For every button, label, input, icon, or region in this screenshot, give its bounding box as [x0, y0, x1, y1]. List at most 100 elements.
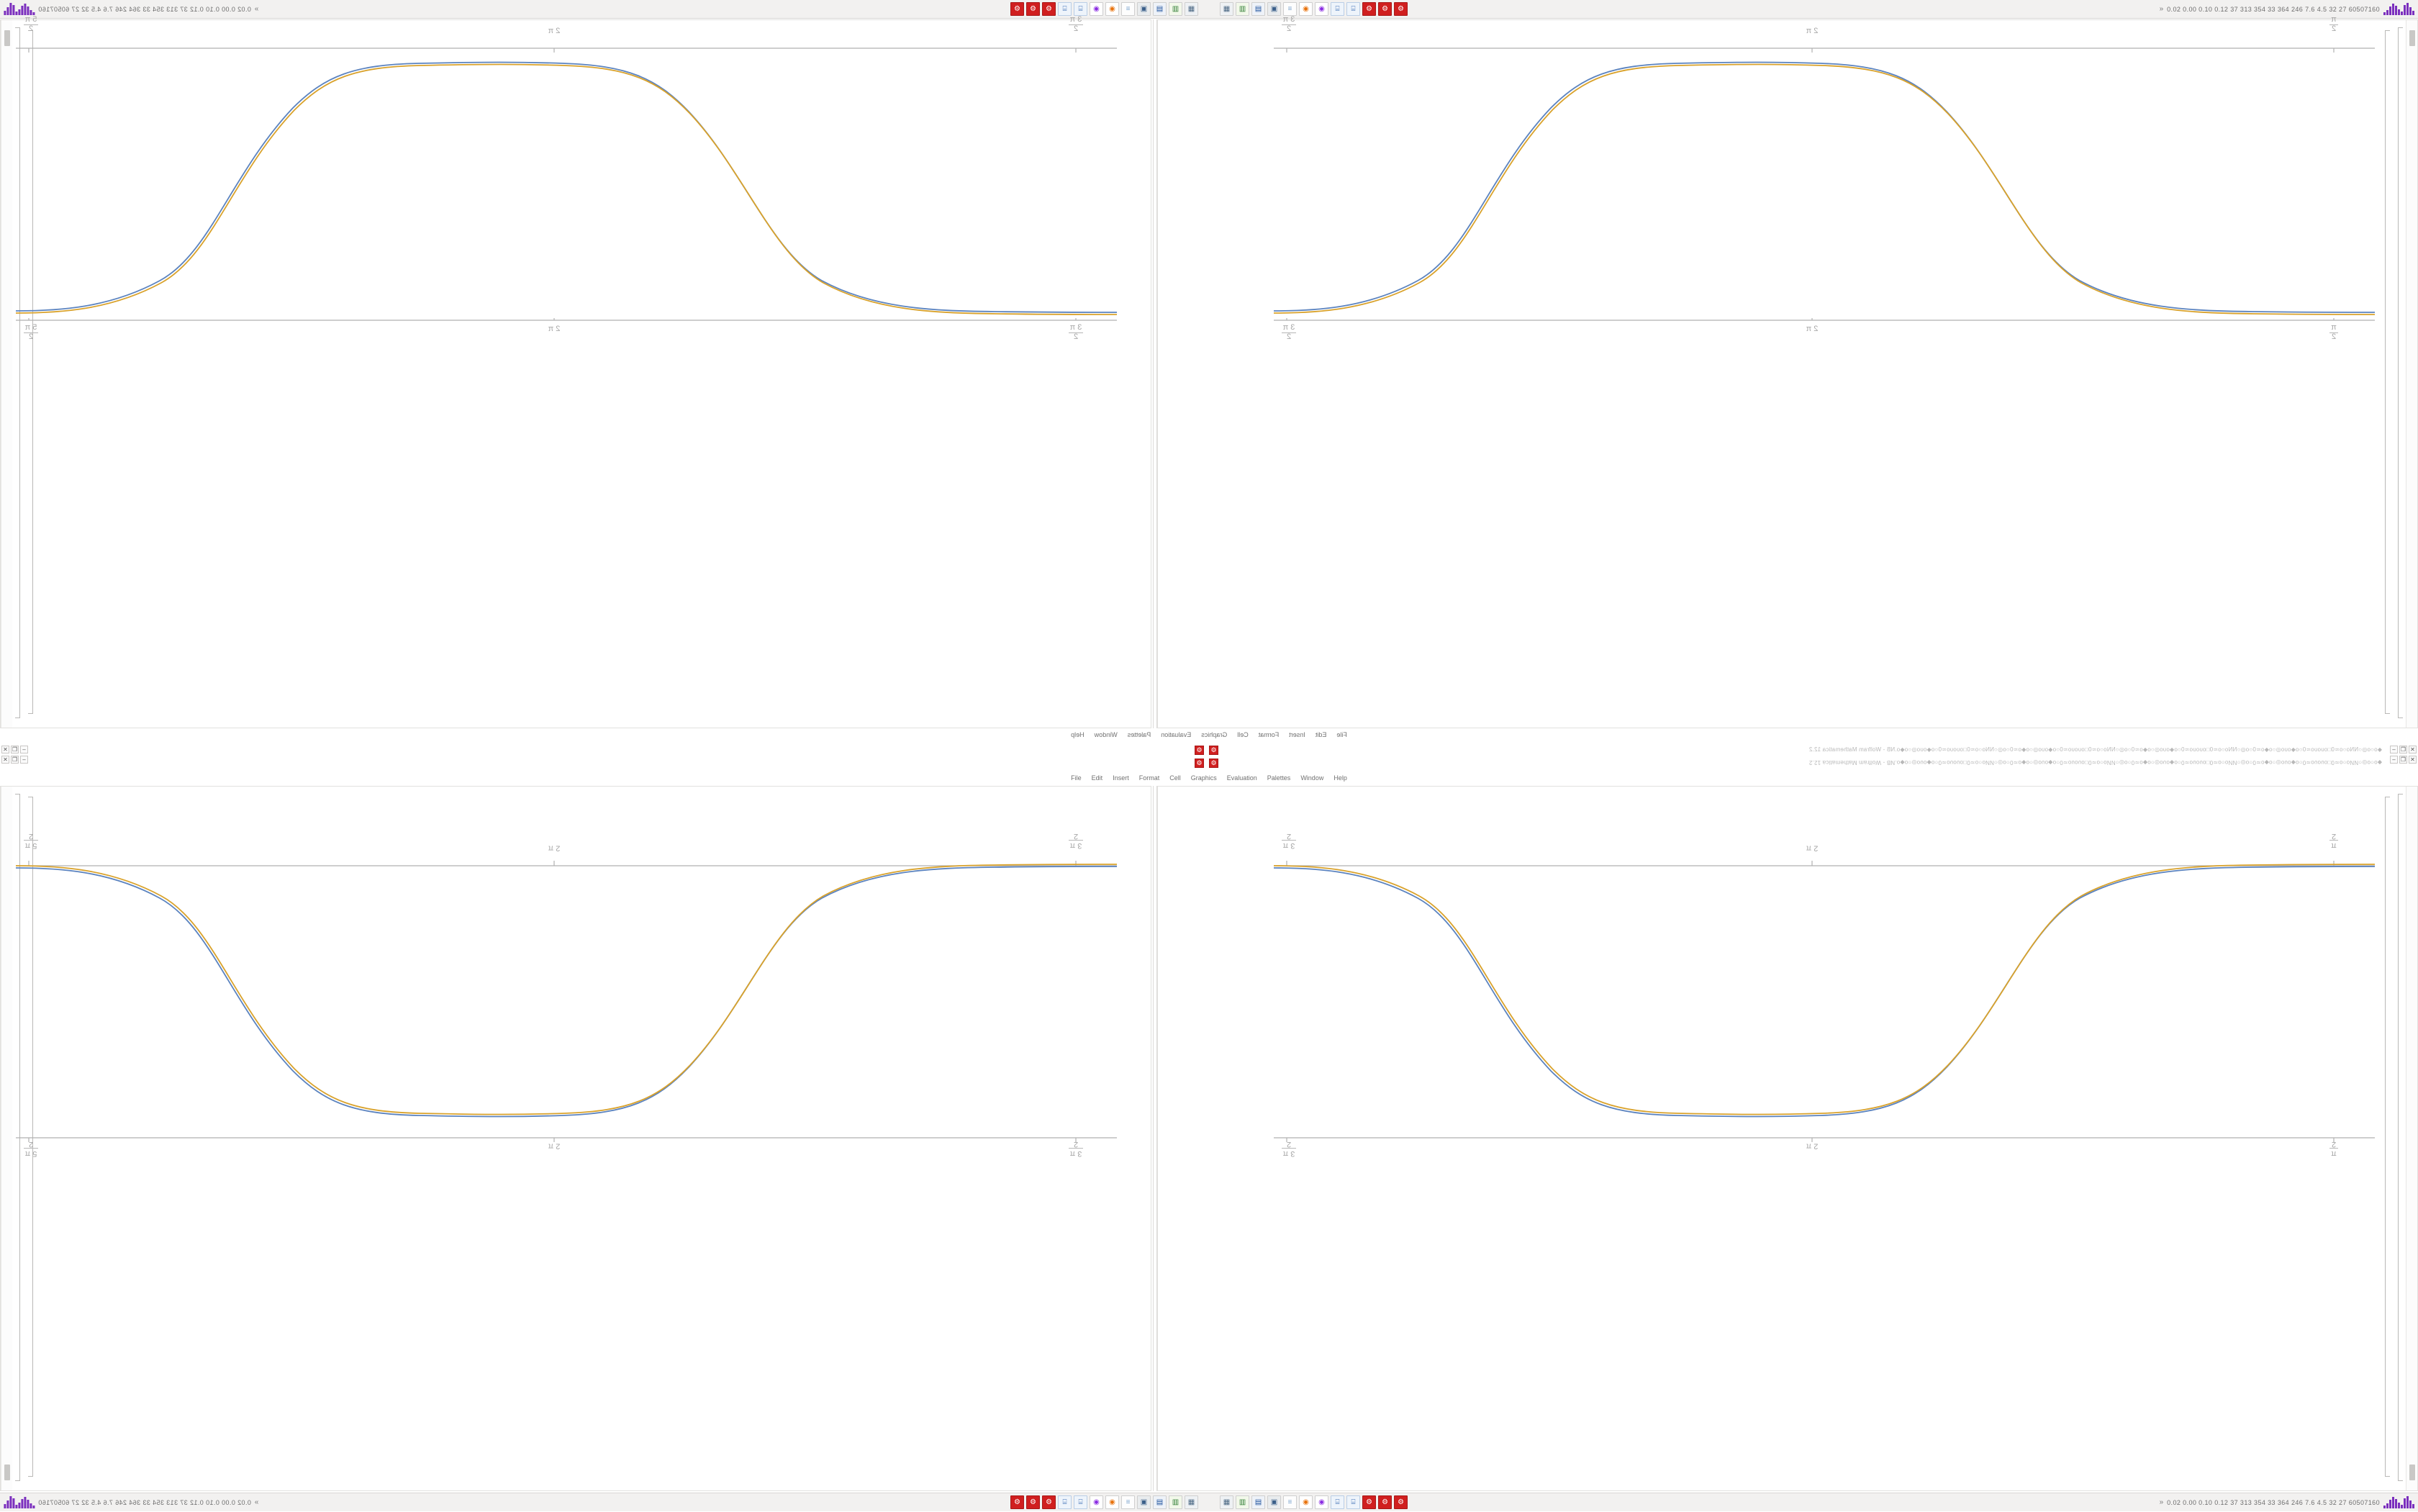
firefox-icon[interactable]: ◉ [1105, 1495, 1119, 1509]
archive-icon[interactable]: ▥ [1169, 1495, 1182, 1509]
firefox-icon[interactable]: ◉ [1299, 1495, 1313, 1509]
minimize-button[interactable]: – [20, 756, 28, 764]
maximize-button[interactable]: ❐ [11, 746, 19, 753]
settings-icon[interactable]: ⚙ [1362, 1495, 1376, 1509]
notebook-window-bottom-right[interactable] [1157, 786, 2418, 1491]
save-icon[interactable]: ▤ [1153, 2, 1167, 16]
tray-graph-widget[interactable] [4, 1496, 35, 1508]
calculator-icon[interactable]: ⌸ [1058, 2, 1072, 16]
archive-icon[interactable]: ▥ [1236, 1495, 1249, 1509]
menu-item-palettes[interactable]: Palettes [1127, 730, 1151, 738]
maximize-button[interactable]: ❐ [11, 756, 19, 764]
menu-item-graphics[interactable]: Graphics [1190, 774, 1217, 782]
system-tray-left-bottom[interactable]: » 0.02 0.00 0.10 0.12 37 313 354 33 364 … [0, 1493, 262, 1512]
menu-item-window[interactable]: Window [1094, 730, 1118, 738]
notebook-scrollbar-top-left[interactable] [1, 20, 12, 728]
menu-item-format[interactable]: Format [1258, 730, 1280, 738]
menu-item-edit[interactable]: Edit [1315, 730, 1327, 738]
cell-bracket-inner[interactable] [28, 30, 33, 714]
browser-icon[interactable]: ◉ [1090, 1495, 1103, 1509]
tray-chevron-icon-right[interactable]: » [2159, 5, 2164, 13]
menu-item-insert[interactable]: Insert [1113, 774, 1129, 782]
terminal-icon[interactable]: ▣ [1267, 1495, 1281, 1509]
save-icon[interactable]: ▤ [1153, 1495, 1167, 1509]
calculator-icon[interactable]: ⌸ [1346, 2, 1360, 16]
menu-item-evaluation[interactable]: Evaluation [1226, 774, 1257, 782]
monitor-icon[interactable]: ▦ [1220, 1495, 1233, 1509]
calculator-icon[interactable]: ⌸ [1074, 1495, 1087, 1509]
scrollbar-thumb[interactable] [4, 30, 10, 46]
settings-icon[interactable]: ⚙ [1010, 2, 1024, 16]
notebook-window-bottom-left[interactable] [0, 786, 1151, 1491]
calculator-icon[interactable]: ⌸ [1346, 1495, 1360, 1509]
close-button[interactable]: ✕ [1, 756, 9, 764]
menu-item-evaluation[interactable]: Evaluation [1161, 730, 1192, 738]
scrollbar-thumb[interactable] [2409, 1465, 2415, 1480]
monitor-icon[interactable]: ▦ [1185, 2, 1198, 16]
gear-icon-c[interactable]: ⚙ [1195, 759, 1204, 768]
minimize-button[interactable]: – [2390, 756, 2398, 764]
gear-icon-a[interactable]: ⚙ [1195, 746, 1204, 755]
window-controls-row-a[interactable]: ✕ ❐ – [1, 746, 28, 753]
window-controls-right[interactable]: – ❐ ✕ – ❐ ✕ [2390, 746, 2417, 764]
window-controls-row-b[interactable]: – ❐ ✕ [2390, 756, 2417, 764]
notebook-scrollbar-bottom-right[interactable] [2406, 787, 2417, 1490]
menubar-top-mirrored[interactable]: File Edit Insert Format Cell Graphics Evaluati… [921, 730, 1497, 739]
maximize-button[interactable]: ❐ [2399, 756, 2407, 764]
settings-icon[interactable]: ⚙ [1362, 2, 1376, 16]
calculator-icon[interactable]: ⌸ [1331, 2, 1344, 16]
menu-item-help[interactable]: Help [1333, 774, 1347, 782]
settings-icon[interactable]: ⚙ [1042, 2, 1056, 16]
notes-icon[interactable]: ≡ [1283, 1495, 1297, 1509]
taskbar-icon-group-b-bottom[interactable]: ▦ ▥ ▤ ▣ ≡ ◉ ◉ ⌸ ⌸ ⚙ ⚙ ⚙ [1220, 1495, 1408, 1509]
cell-bracket[interactable] [2398, 27, 2403, 718]
monitor-icon[interactable]: ▦ [1185, 1495, 1198, 1509]
save-icon[interactable]: ▤ [1251, 1495, 1265, 1509]
scrollbar-thumb[interactable] [4, 1465, 10, 1480]
settings-icon[interactable]: ⚙ [1378, 2, 1392, 16]
calculator-icon[interactable]: ⌸ [1331, 1495, 1344, 1509]
tray-graph-widget-right[interactable] [2383, 3, 2414, 15]
calculator-icon[interactable]: ⌸ [1058, 1495, 1072, 1509]
top-taskbar[interactable]: » 0.02 0.00 0.10 0.12 37 313 354 33 364 … [0, 0, 2418, 19]
settings-icon[interactable]: ⚙ [1026, 2, 1040, 16]
tray-graph-widget-right[interactable] [2383, 1496, 2414, 1508]
settings-icon[interactable]: ⚙ [1394, 1495, 1408, 1509]
menu-item-file[interactable]: File [1336, 730, 1347, 738]
tray-graph-widget[interactable] [4, 3, 35, 15]
scrollbar-thumb[interactable] [2409, 30, 2415, 46]
browser-icon[interactable]: ◉ [1090, 2, 1103, 16]
browser-icon[interactable]: ◉ [1315, 2, 1328, 16]
minimize-button[interactable]: – [2390, 746, 2398, 753]
settings-icon[interactable]: ⚙ [1394, 2, 1408, 16]
terminal-icon[interactable]: ▣ [1267, 2, 1281, 16]
tray-chevron-icon[interactable]: » [254, 5, 259, 13]
monitor-icon[interactable]: ▦ [1220, 2, 1233, 16]
menu-item-file[interactable]: File [1071, 774, 1082, 782]
maximize-button[interactable]: ❐ [2399, 746, 2407, 753]
browser-icon[interactable]: ◉ [1315, 1495, 1328, 1509]
tray-chevron-icon-right[interactable]: » [2159, 1498, 2164, 1506]
settings-icon[interactable]: ⚙ [1026, 1495, 1040, 1509]
window-controls-row-b[interactable]: ✕ ❐ – [1, 756, 28, 764]
bottom-taskbar[interactable]: » 0.02 0.00 0.10 0.12 37 313 354 33 364 … [0, 1493, 2418, 1511]
notes-icon[interactable]: ≡ [1121, 2, 1135, 16]
terminal-icon[interactable]: ▣ [1137, 1495, 1151, 1509]
firefox-icon[interactable]: ◉ [1105, 2, 1119, 16]
notebook-scrollbar-top-right[interactable] [2406, 20, 2417, 728]
cell-bracket[interactable] [2398, 794, 2403, 1481]
taskbar-icon-group-b[interactable]: ▦ ▥ ▤ ▣ ≡ ◉ ◉ ⌸ ⌸ ⚙ ⚙ ⚙ [1220, 2, 1408, 16]
archive-icon[interactable]: ▥ [1169, 2, 1182, 16]
close-button[interactable]: ✕ [2409, 756, 2417, 764]
taskbar-icon-group-a[interactable]: ⚙ ⚙ ⚙ ⌸ ⌸ ◉ ◉ ≡ ▣ ▤ ▥ ▦ [1010, 2, 1198, 16]
menu-item-cell[interactable]: Cell [1237, 730, 1249, 738]
cell-bracket-inner[interactable] [28, 797, 33, 1477]
notes-icon[interactable]: ≡ [1283, 2, 1297, 16]
menubar-bottom[interactable]: File Edit Insert Format Cell Graphics Evaluati… [921, 773, 1497, 782]
cell-bracket-inner[interactable] [2385, 30, 2390, 714]
tray-chevron-icon[interactable]: » [254, 1498, 259, 1506]
